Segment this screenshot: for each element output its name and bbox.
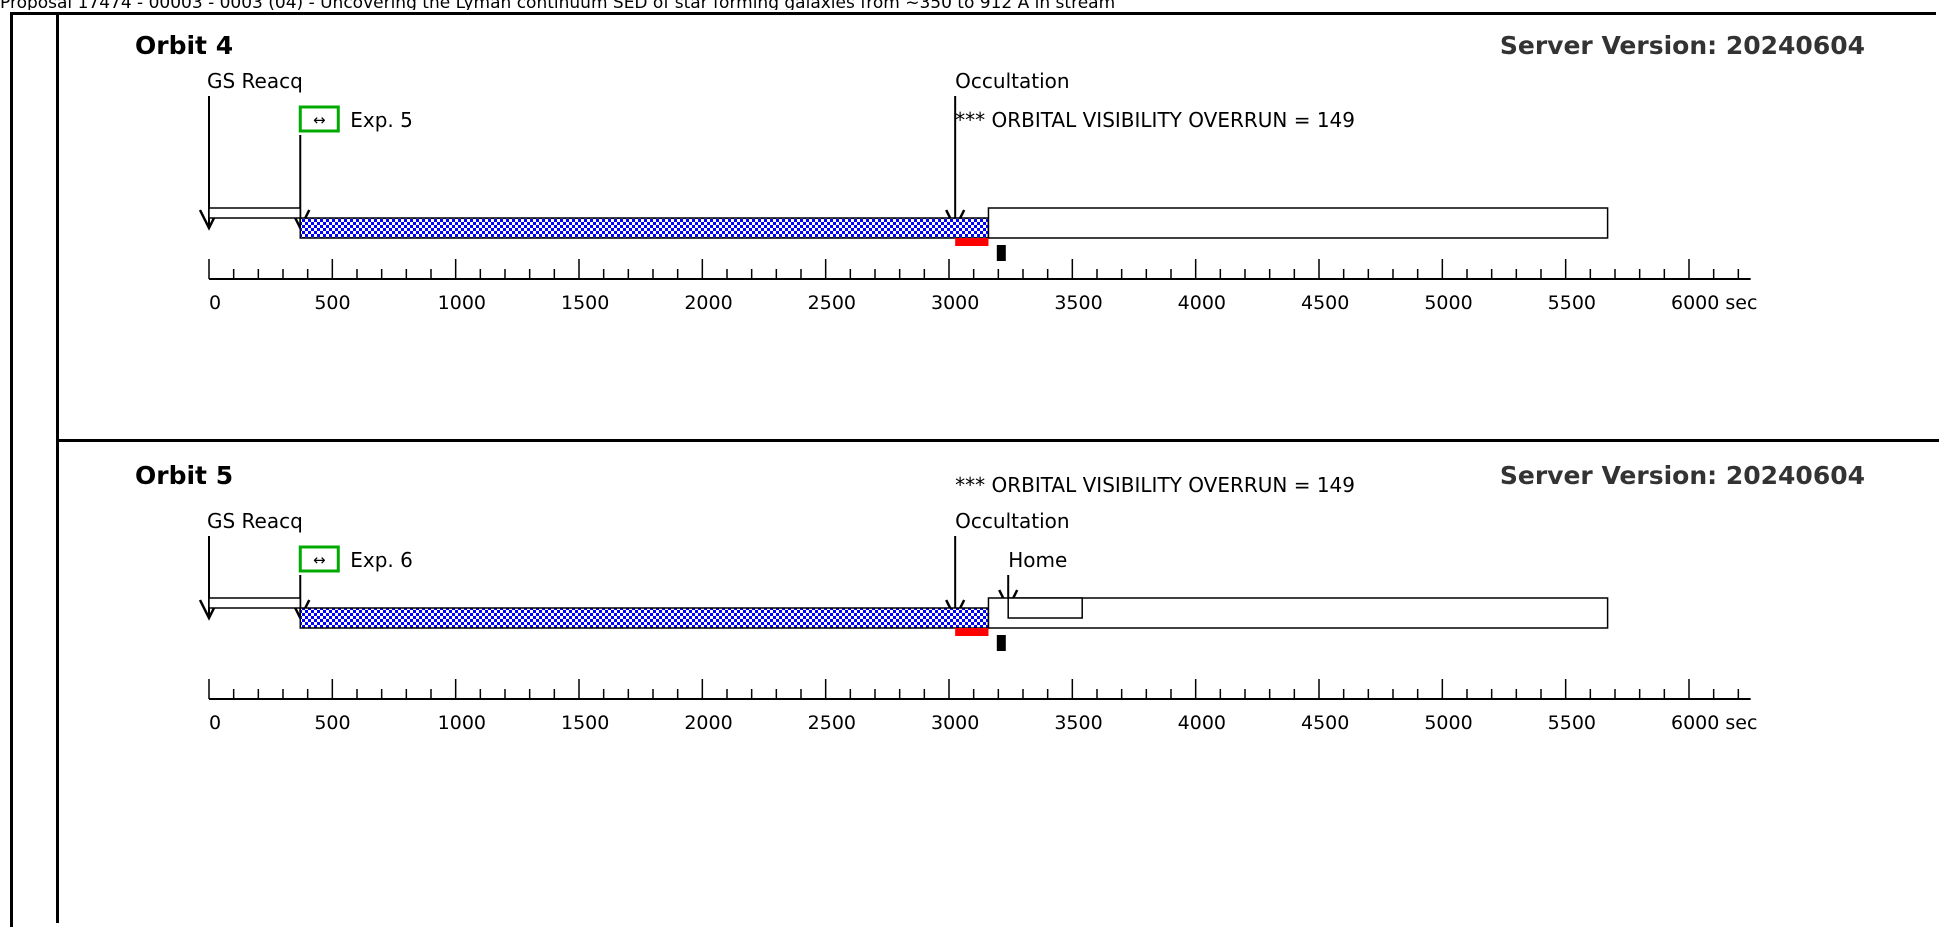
tick-label: 4500: [1301, 292, 1349, 314]
tick-label: 2000: [684, 292, 732, 314]
exposure-bar: [299, 607, 990, 629]
orbit-panel-4: Orbit 4 Server Version: 20240604 GS Reacq O…: [59, 12, 1939, 442]
orbit-title: Orbit 5: [135, 461, 233, 490]
home-label: Home: [1008, 548, 1067, 572]
exposure-label: Exp. 6: [350, 548, 413, 572]
tick-label: 5500: [1548, 712, 1596, 734]
tick-label: 6000 sec: [1671, 712, 1757, 734]
tick-label: 4500: [1301, 712, 1349, 734]
tick-label: 500: [314, 292, 350, 314]
tick-label: 3000: [931, 712, 979, 734]
double-arrow-icon: [298, 105, 340, 133]
tick-label: 0: [209, 712, 221, 734]
tick-label: 3500: [1054, 712, 1102, 734]
double-arrow-icon: [298, 545, 340, 573]
tick-label: 3500: [1054, 292, 1102, 314]
overrun-text: *** ORBITAL VISIBILITY OVERRUN = 149: [955, 473, 1355, 497]
tick-label: 5000: [1424, 712, 1472, 734]
gs-acq-bar: [208, 597, 302, 609]
overrun-bar: [955, 238, 989, 246]
end-marker: [996, 245, 1006, 261]
outer-frame: [10, 12, 1936, 927]
gs-acq-bar: [208, 207, 302, 219]
tick-label: 5000: [1424, 292, 1472, 314]
left-gutter-line: [56, 12, 59, 923]
tick-label: 3000: [931, 292, 979, 314]
visibility-window: [987, 207, 1609, 239]
tick-label: 2500: [808, 292, 856, 314]
visibility-window: [987, 597, 1609, 629]
end-marker: [996, 635, 1006, 651]
home-bar: [1007, 597, 1083, 619]
exposure-bar: [299, 217, 990, 239]
overrun-bar: [955, 628, 989, 636]
tick-label: 500: [314, 712, 350, 734]
tick-label: 1000: [438, 712, 486, 734]
overrun-text: *** ORBITAL VISIBILITY OVERRUN = 149: [955, 108, 1355, 132]
tick-label: 4000: [1178, 292, 1226, 314]
orbit-timeline-4: Orbit 4 Server Version: 20240604 GS Reacq O…: [135, 31, 1865, 314]
tick-label: 1000: [438, 292, 486, 314]
occultation-label: Occultation: [955, 509, 1069, 533]
server-version: Server Version: 20240604: [1500, 461, 1865, 490]
tick-label: 2500: [808, 712, 856, 734]
server-version: Server Version: 20240604: [1500, 31, 1865, 60]
tick-label: 4000: [1178, 712, 1226, 734]
orbit-title: Orbit 4: [135, 31, 233, 60]
double-arrow-glyph: ↔: [313, 111, 326, 129]
tick-label: 6000 sec: [1671, 292, 1757, 314]
double-arrow-glyph: ↔: [313, 551, 326, 569]
tick-label: 0: [209, 292, 221, 314]
orbit-timeline-5: Orbit 5 Server Version: 20240604 GS Reacq O…: [135, 461, 1865, 734]
tick-label: 5500: [1548, 292, 1596, 314]
tick-label: 1500: [561, 292, 609, 314]
gs-reacq-label: GS Reacq: [207, 509, 303, 533]
proposal-header: Proposal 17474 - 00003 - 0003 (04) - Unc…: [0, 0, 1116, 10]
occultation-label: Occultation: [955, 69, 1069, 93]
panel-divider: [59, 439, 1939, 442]
gs-reacq-label: GS Reacq: [207, 69, 303, 93]
tick-label: 2000: [684, 712, 732, 734]
orbit-panel-5: Orbit 5 Server Version: 20240604 GS Reacq O…: [59, 442, 1939, 923]
tick-label: 1500: [561, 712, 609, 734]
exposure-label: Exp. 5: [350, 108, 413, 132]
